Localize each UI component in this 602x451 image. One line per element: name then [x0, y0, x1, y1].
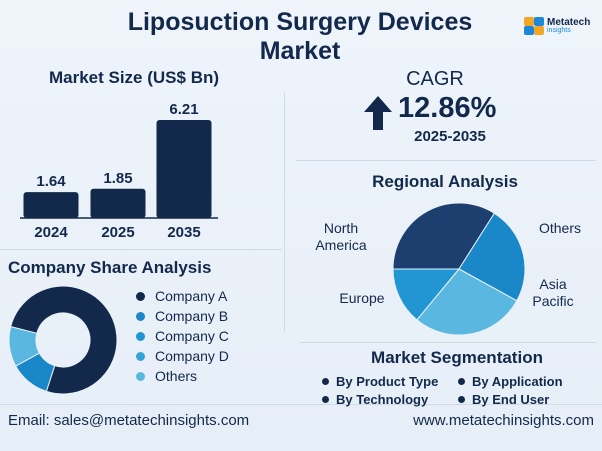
cagr-value: 12.86% — [398, 92, 497, 124]
logo-name: Metatech — [547, 17, 591, 28]
regional-title: Regional Analysis — [372, 172, 518, 191]
divider-vertical — [284, 92, 285, 332]
x-tick-label: 2025 — [101, 224, 134, 241]
logo-sub: insights — [547, 27, 571, 34]
legend-label: Company B — [155, 308, 229, 324]
legend-dot-icon — [136, 371, 145, 381]
company-share-donut-chart — [8, 285, 118, 395]
bullet-icon — [322, 396, 329, 403]
segment-product-type: By Product Type — [322, 374, 438, 389]
legend-label: Company D — [155, 348, 229, 364]
bar-2025 — [90, 188, 146, 218]
region-label-europe: Europe — [339, 290, 385, 306]
market-size-bar-chart: 1.64 2024 1.85 2025 6.21 2035 — [20, 101, 218, 241]
segment-application: By Application — [458, 374, 563, 389]
footer-email[interactable]: Email: sales@metatechinsights.com — [8, 412, 250, 429]
divider-right-bottom — [300, 342, 596, 343]
legend-item: Company C — [136, 326, 229, 346]
bullet-icon — [458, 396, 465, 403]
bar-value-label: 1.64 — [36, 173, 66, 190]
legend-label: Company C — [155, 328, 229, 344]
legend-label: Company A — [155, 288, 228, 304]
region-label-others: Others — [538, 220, 581, 236]
legend-label: Others — [155, 368, 198, 384]
segment-label: By Application — [472, 374, 563, 389]
title-line-1: Liposuction Surgery Devices — [127, 8, 473, 36]
page-title: Liposuction Surgery Devices Market — [80, 8, 520, 66]
cagr-years: 2025-2035 — [414, 128, 486, 145]
divider-left — [0, 249, 282, 250]
segment-label: By Product Type — [336, 374, 439, 389]
legend-dot-icon — [136, 311, 145, 321]
segment-end-user: By End User — [458, 392, 549, 407]
arrow-up-icon — [364, 96, 392, 130]
bar-2035 — [156, 120, 212, 218]
region-label-north-america: North America — [315, 220, 367, 253]
company-share-title: Company Share Analysis — [8, 258, 212, 277]
logo-mark-icon — [524, 17, 544, 35]
bar-value-label: 1.85 — [103, 170, 132, 187]
title-line-2: Market — [259, 37, 341, 65]
legend-dot-icon — [136, 331, 145, 341]
bar-value-label: 6.21 — [169, 101, 198, 118]
legend-dot-icon — [136, 291, 145, 301]
legend-item: Company D — [136, 346, 229, 366]
x-tick-label: 2024 — [34, 224, 68, 241]
segmentation-title: Market Segmentation — [371, 348, 543, 367]
x-tick-label: 2035 — [167, 224, 200, 241]
donut-slice-company-c — [8, 326, 41, 367]
slice-asia-pacific — [416, 268, 518, 336]
regional-pie-chart — [392, 202, 526, 336]
legend-dot-icon — [136, 351, 145, 361]
donut-slice-company-a — [10, 285, 118, 395]
cagr-label: CAGR — [406, 68, 464, 90]
footer-website[interactable]: www.metatechinsights.com — [413, 412, 594, 429]
segment-label: By End User — [472, 392, 550, 407]
bar-2024 — [23, 192, 79, 218]
divider-right-top — [296, 160, 596, 161]
metatech-logo: Metatech insights — [523, 14, 597, 38]
bullet-icon — [458, 378, 465, 385]
market-size-title: Market Size (US$ Bn) — [48, 68, 220, 87]
divider-footer — [0, 404, 602, 405]
segment-label: By Technology — [336, 392, 429, 407]
legend-item: Others — [136, 366, 229, 386]
legend-item: Company B — [136, 306, 229, 326]
legend-item: Company A — [136, 286, 229, 306]
company-share-legend: Company A Company B Company C Company D Othe… — [136, 286, 229, 386]
bullet-icon — [322, 378, 329, 385]
slice-europe — [392, 268, 461, 321]
segment-technology: By Technology — [322, 392, 428, 407]
region-label-asia-pacific: Asia Pacific — [532, 276, 574, 309]
slice-others — [458, 212, 526, 302]
